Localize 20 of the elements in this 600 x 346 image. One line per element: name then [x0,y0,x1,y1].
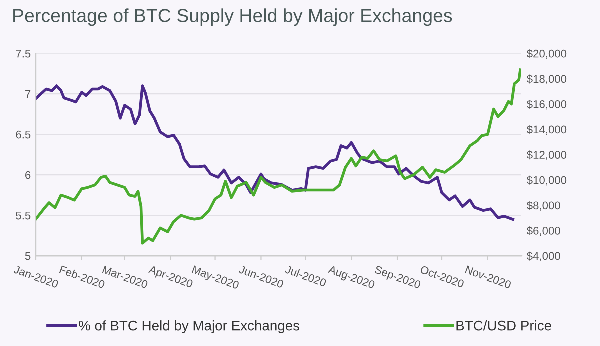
y-tick-label: 6.5 [16,130,31,139]
y-tick-label: 7.5 [16,50,31,58]
y2-tick-label: $6,000 [526,226,560,236]
y2-tick-label: $12,000 [526,150,567,160]
y-tick-label: 6 [26,171,31,180]
y-tick-label: 7 [26,90,31,98]
line-series [36,84,514,221]
legend-label: BTC/USD Price [456,320,552,331]
y2-tick-label: $8,000 [526,201,560,211]
y2-tick-label: $4,000 [526,252,560,262]
y2-tick-label: $10,000 [526,176,567,186]
y2-tick-label: $16,000 [526,100,567,110]
y2-tick-label: $20,000 [526,49,567,60]
y-tick-label: 5 [25,252,31,260]
y2-tick-label: $18,000 [526,74,567,84]
y-tick-label: 5.5 [16,212,31,220]
legend-label: % of BTC Held by Major Exchanges [78,320,300,334]
chart-title: Percentage of BTC Supply Held by Major Exchanges [14,8,452,26]
line-series [36,68,522,245]
y2-tick-label: $14,000 [526,125,567,135]
